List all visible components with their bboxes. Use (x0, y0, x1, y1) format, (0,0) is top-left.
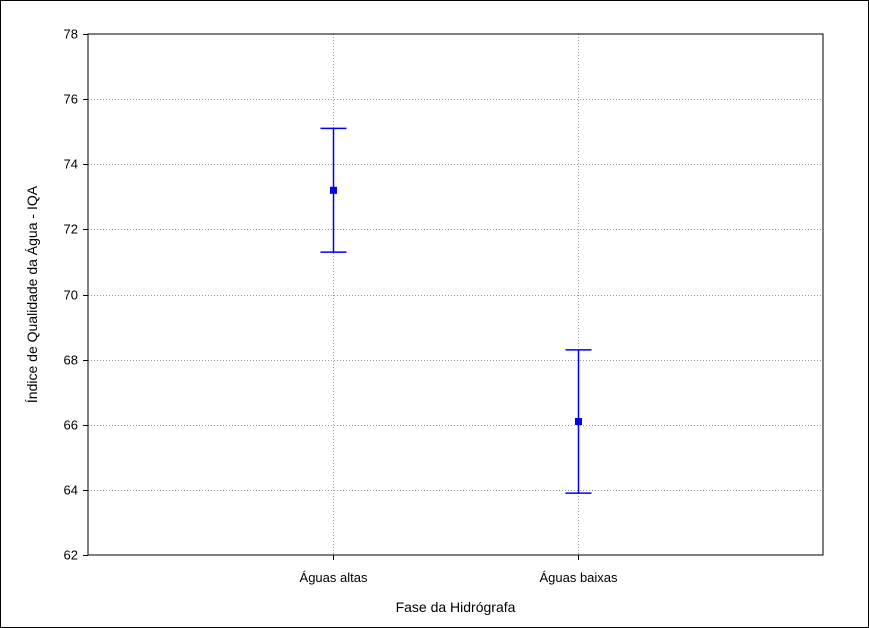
mean-point (575, 417, 582, 425)
y-tick-label: 74 (64, 157, 78, 172)
y-tick-label: 76 (64, 92, 78, 107)
y-tick-label: 62 (64, 548, 78, 563)
gridlines (88, 34, 823, 555)
data-marks (320, 127, 592, 494)
y-tick-label: 66 (64, 418, 78, 433)
y-axis-label: Índice de Qualidade da Água - IQA (24, 185, 40, 403)
y-tick-label: 68 (64, 353, 78, 368)
y-tick-label: 72 (64, 222, 78, 237)
axis-ticks: 62 64 66 68 70 72 74 76 78 Águas altas Águas baixa… (64, 27, 618, 586)
y-tick-label: 70 (64, 288, 78, 303)
plot-area-frame (87, 33, 824, 556)
y-tick-label: 78 (64, 27, 78, 42)
x-tick-label: Águas altas (300, 570, 368, 585)
x-axis-label: Fase da Hidrógrafa (396, 599, 516, 615)
mean-point (330, 186, 337, 194)
y-tick-label: 64 (64, 483, 78, 498)
x-tick-label: Águas baixas (539, 570, 618, 585)
